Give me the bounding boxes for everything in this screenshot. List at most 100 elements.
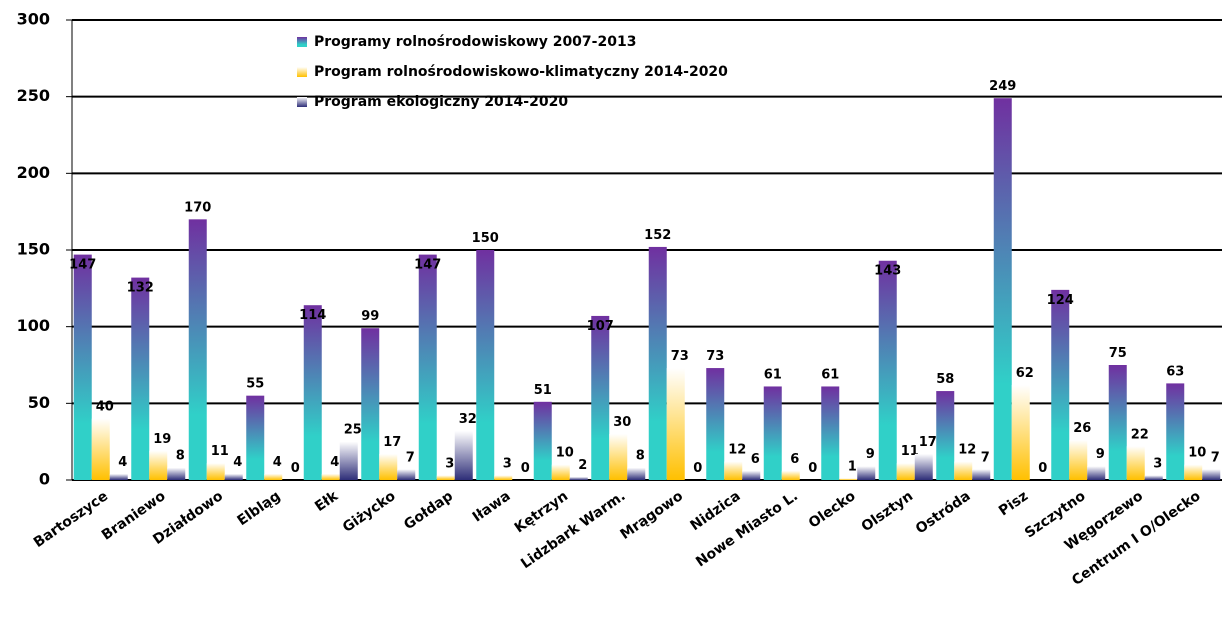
bar [551,464,570,480]
bar [91,418,110,480]
data-label: 17 [919,435,937,450]
x-tick-label: Mrągowo [617,488,686,543]
data-label: 11 [211,444,229,459]
x-tick-label: Pisz [996,488,1031,519]
data-label: 2 [578,458,587,473]
data-label: 249 [989,79,1016,94]
bar [591,315,610,480]
y-tick-label: 0 [39,470,50,489]
bar [569,476,588,480]
bar [1051,289,1070,480]
data-label: 19 [153,432,171,447]
y-tick-label: 100 [17,316,50,335]
x-tick-label: Giżycko [340,488,399,536]
bar [303,305,322,480]
bar [131,277,150,480]
data-label: 61 [764,367,782,382]
bar [724,461,743,480]
data-label: 0 [1038,461,1047,476]
bar [397,469,416,480]
bar [339,441,358,480]
bar [763,386,782,480]
y-tick-label: 300 [17,10,50,29]
data-label: 0 [291,461,300,476]
data-label: 170 [184,200,211,215]
data-label: 25 [344,423,362,438]
legend-swatch [297,67,307,77]
bar [1166,383,1185,480]
x-tick-label: Iława [470,488,514,525]
data-label: 26 [1073,421,1091,436]
x-tick-label: Olsztyn [859,488,916,535]
bar [821,386,840,480]
data-label: 73 [671,349,689,364]
y-tick-label: 50 [28,393,50,412]
data-label: 0 [521,461,530,476]
bar [627,467,646,480]
data-label: 147 [69,258,96,273]
x-tick-label: Ełk [312,488,341,515]
data-label: 4 [273,455,282,470]
bar [648,246,667,480]
data-label: 12 [958,443,976,458]
bar [454,430,473,480]
data-label: 4 [118,455,127,470]
data-label: 55 [246,377,264,392]
bar [896,463,915,480]
bar [73,254,92,480]
data-label: 4 [233,455,242,470]
bar [1126,446,1145,480]
data-label: 147 [414,258,441,273]
data-label: 7 [981,450,990,465]
data-label: 107 [587,319,614,334]
bar [321,473,340,480]
bar [418,254,437,480]
data-label: 0 [808,461,817,476]
bar [936,391,955,480]
bar [494,475,513,480]
bar [666,368,685,480]
bar [781,470,800,480]
data-label: 8 [636,449,645,464]
data-label: 17 [383,435,401,450]
bar [1087,466,1106,480]
legend-label: Program ekologiczny 2014-2020 [314,94,568,110]
data-label: 22 [1131,427,1149,442]
bar [954,461,973,480]
data-label: 143 [874,264,901,279]
bar [361,328,380,480]
bar [609,434,628,480]
legend-swatch [297,37,307,47]
bar [857,466,876,480]
data-label: 132 [127,281,154,296]
data-label: 3 [1153,456,1162,471]
bar [1069,440,1088,480]
bar [1184,464,1203,480]
bar [379,453,398,480]
data-label: 8 [176,449,185,464]
legend-label: Program rolnośrodowiskowo-klimatyczny 20… [314,64,728,80]
legend-swatch [297,97,307,107]
legend-label: Programy rolnośrodowiskowy 2007-2013 [314,34,636,50]
data-label: 58 [936,372,954,387]
bar [167,467,186,480]
bar [188,219,207,481]
bar [1011,384,1030,480]
x-tick-label: Olecko [806,488,859,532]
data-label: 73 [706,349,724,364]
bar [476,250,495,480]
bar [706,368,725,480]
bar [206,463,225,480]
data-label: 30 [613,415,631,430]
data-label: 40 [96,400,114,415]
data-label: 7 [406,450,415,465]
data-label: 4 [330,455,339,470]
data-label: 152 [644,228,671,243]
data-label: 9 [1096,447,1105,462]
data-label: 3 [445,456,454,471]
x-tick-label: Bartoszyce [31,488,111,551]
data-label: 114 [299,308,326,323]
data-label: 75 [1109,346,1127,361]
data-label: 10 [556,446,574,461]
